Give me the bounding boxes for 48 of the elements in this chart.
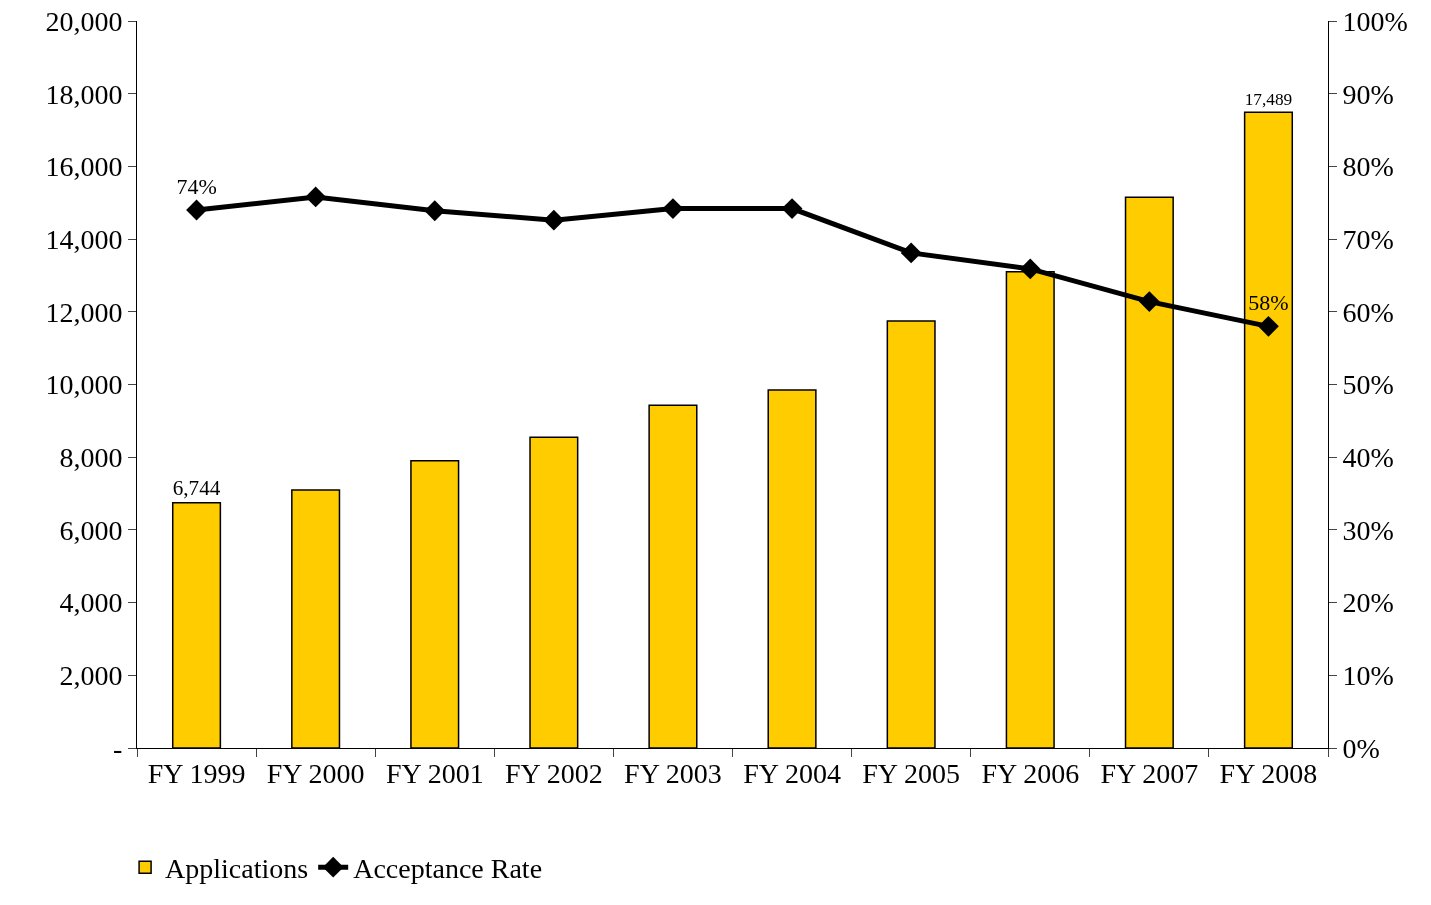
point: [305, 186, 327, 208]
point: [1019, 258, 1041, 280]
data-label: 17,489: [1244, 90, 1293, 110]
y2-tick-label: 90%: [1342, 78, 1394, 110]
y-tick-label: -: [113, 732, 123, 764]
x-tick-label: FY 2003: [624, 757, 722, 789]
x-tick-label: FY 1999: [147, 757, 246, 789]
point: [186, 199, 207, 221]
y-tick-label: 12,000: [45, 296, 123, 328]
y2-tick-label: 10%: [1342, 660, 1394, 692]
x-tick-label: FY 2007: [1100, 757, 1199, 789]
x-tick-label: FY 2005: [862, 757, 961, 789]
y2-tick-label: 80%: [1342, 151, 1394, 183]
y-tick-label: 14,000: [45, 223, 123, 255]
data-label: 6,744: [172, 476, 221, 501]
y-tick-label: 6,000: [59, 514, 123, 546]
point: [900, 242, 922, 264]
legend-label: Acceptance Rate: [353, 853, 543, 885]
data-label: 74%: [176, 173, 217, 199]
y-tick-label: 16,000: [45, 151, 123, 183]
y-tick-label: 4,000: [59, 587, 123, 619]
x-tick-label: FY 2004: [743, 757, 841, 789]
y-tick-label: 8,000: [59, 442, 123, 473]
y2-tick-label: 70%: [1342, 223, 1394, 255]
y-tick-label: 18,000: [45, 78, 123, 110]
y2-tick-label: 0%: [1342, 732, 1380, 764]
point: [424, 200, 446, 222]
x-tick-label: FY 2002: [504, 757, 603, 789]
point: [662, 198, 684, 219]
legend-label: Applications: [165, 853, 309, 885]
y-tick-label: 20,000: [45, 5, 123, 37]
y2-tick-label: 100%: [1342, 5, 1408, 37]
point: [1138, 291, 1160, 313]
point: [1258, 315, 1279, 337]
point: [781, 198, 803, 219]
x-tick-label: FY 2006: [981, 757, 1080, 789]
data-label: 58%: [1248, 289, 1289, 315]
y2-tick-label: 50%: [1342, 369, 1394, 401]
point: [543, 209, 565, 231]
y2-tick-label: 60%: [1342, 296, 1394, 328]
x-tick-label: FY 2008: [1219, 757, 1318, 789]
y-tick-label: 2,000: [59, 660, 123, 692]
x-tick-label: FY 2000: [266, 757, 365, 789]
x-tick-label: FY 2001: [385, 757, 484, 789]
y2-tick-label: 30%: [1342, 514, 1394, 546]
y2-tick-label: 40%: [1342, 442, 1394, 473]
y-tick-label: 10,000: [45, 369, 123, 401]
y2-tick-label: 20%: [1342, 587, 1394, 619]
